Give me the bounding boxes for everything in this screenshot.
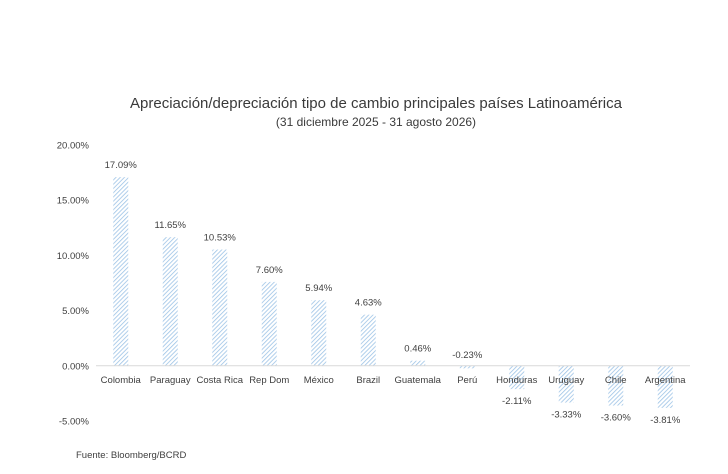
bar-chile	[608, 365, 624, 406]
data-label: 5.94%	[305, 283, 332, 294]
bar-méxico	[311, 300, 327, 366]
data-label: 11.65%	[154, 220, 186, 231]
bars	[113, 177, 673, 408]
y-tick-label: 15.00%	[57, 196, 90, 207]
y-tick-label: 0.00%	[62, 361, 89, 372]
bar-colombia	[113, 177, 129, 366]
data-label: 7.60%	[256, 265, 283, 276]
bar-perú	[459, 365, 475, 369]
data-label: -3.81%	[650, 415, 681, 426]
x-tick-label: Perú	[457, 375, 477, 386]
y-tick-label: 20.00%	[57, 141, 90, 152]
data-label: -0.23%	[452, 350, 483, 361]
x-axis: Colombia Paraguay Costa Rica Rep Dom México B…	[101, 375, 687, 386]
data-label: 10.53%	[204, 233, 237, 244]
x-tick-label: Uruguay	[548, 375, 584, 386]
x-tick-label: Chile	[605, 375, 627, 386]
x-tick-label: Paraguay	[150, 375, 191, 386]
data-label: 4.63%	[355, 298, 382, 309]
bar-argentina	[657, 365, 673, 408]
bar-honduras	[509, 365, 525, 390]
chart-title: Apreciación/depreciación tipo de cambio …	[130, 95, 623, 112]
x-tick-label: México	[304, 375, 334, 386]
y-axis: 20.00% 15.00% 10.00% 5.00% 0.00% -5.00%	[57, 141, 90, 428]
chart-subtitle: (31 diciembre 2025 - 31 agosto 2026)	[276, 115, 476, 129]
x-tick-label: Argentina	[645, 375, 686, 386]
bar-costa-rica	[212, 249, 228, 366]
y-tick-label: 5.00%	[62, 306, 89, 317]
x-tick-label: Colombia	[101, 375, 142, 386]
x-tick-label: Costa Rica	[197, 375, 244, 386]
data-label: -3.33%	[551, 410, 582, 421]
bar-uruguay	[558, 365, 574, 403]
y-tick-label: -5.00%	[59, 417, 90, 428]
data-labels: 17.09% 11.65% 10.53% 7.60% 5.94% 4.63% 0.46% -0…	[105, 160, 681, 426]
x-tick-label: Guatemala	[395, 375, 442, 386]
source-note: Fuente: Bloomberg/BCRD	[76, 450, 187, 461]
data-label: -3.60%	[601, 413, 632, 424]
bar-brazil	[360, 314, 376, 366]
data-label: 17.09%	[105, 160, 138, 171]
y-tick-label: 10.00%	[57, 251, 90, 262]
bar-guatemala	[410, 360, 426, 366]
bar-paraguay	[162, 237, 178, 366]
x-tick-label: Honduras	[496, 375, 537, 386]
bar-rep-dom	[261, 281, 277, 366]
data-label: -2.11%	[502, 396, 532, 407]
data-label: 0.46%	[404, 344, 431, 355]
x-tick-label: Rep Dom	[249, 375, 289, 386]
x-tick-label: Brazil	[356, 375, 380, 386]
